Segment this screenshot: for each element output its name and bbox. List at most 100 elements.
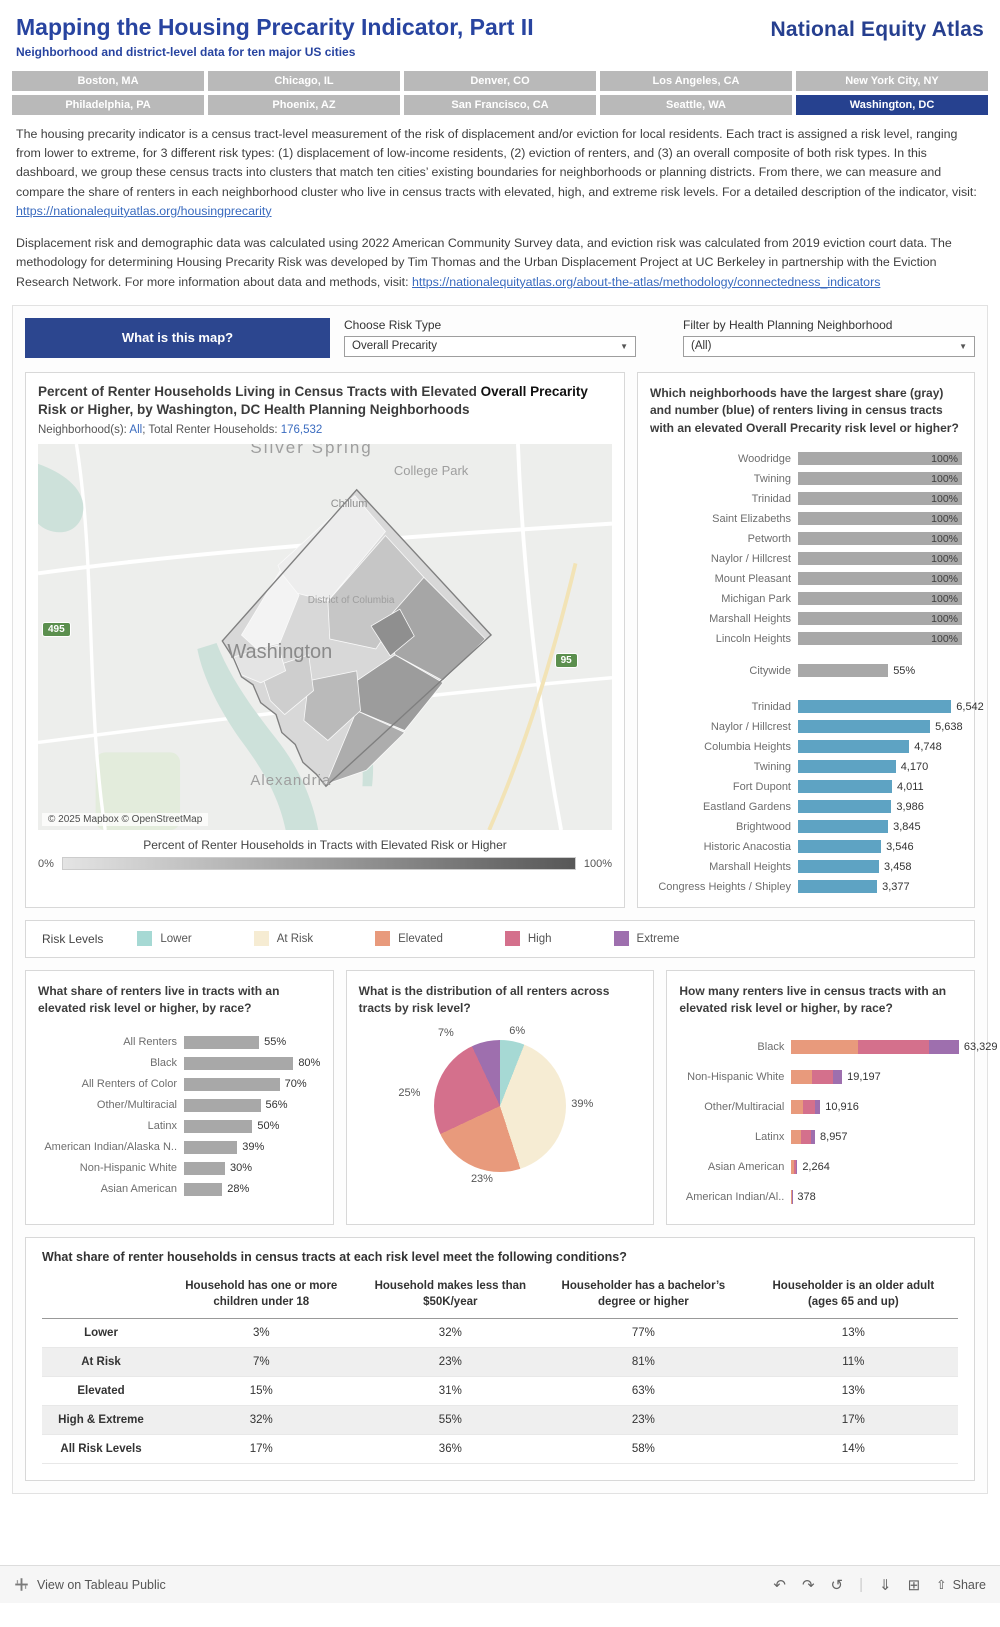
city-tab[interactable]: Phoenix, AZ — [208, 95, 400, 115]
map-place-label: College Park — [393, 463, 469, 479]
neighborhood-count-bar[interactable]: Fort Dupont 4,011 — [732, 780, 924, 794]
empty-header — [42, 1273, 160, 1319]
neighborhood-share-bar[interactable]: Michigan Park 100% — [650, 589, 962, 609]
table-cell: 17% — [841, 1413, 865, 1426]
race-count-bar[interactable]: Latinx 8,957 — [754, 1129, 848, 1144]
risk-type-value: Overall Precarity — [352, 340, 437, 353]
city-tab[interactable]: San Francisco, CA — [404, 95, 596, 115]
race-share-bar[interactable]: All Renters 55% — [123, 1035, 287, 1049]
undo-icon[interactable]: ↶ — [773, 1576, 786, 1594]
housing-precarity-link[interactable]: https://nationalequityatlas.org/housingp… — [16, 203, 272, 218]
race-share-bar[interactable]: Black 80% — [150, 1056, 321, 1070]
reset-icon[interactable]: ↺ — [830, 1576, 844, 1594]
neighborhood-share-bar[interactable]: Naylor / Hillcrest 100% — [650, 549, 962, 569]
pie-chart[interactable] — [433, 1039, 566, 1172]
fullscreen-icon[interactable]: ⊞ — [907, 1576, 921, 1594]
neighborhood-all-value: All — [129, 424, 143, 437]
race-share-bar[interactable]: American Indian/Alaska N.. 39% — [44, 1140, 265, 1154]
race-share-bar[interactable]: Asian American 28% — [100, 1182, 250, 1196]
city-tab[interactable]: Philadelphia, PA — [12, 95, 204, 115]
risk-type-label: Choose Risk Type — [344, 317, 442, 332]
neighborhood-share-bar[interactable]: Trinidad 100% — [650, 489, 962, 509]
risk-type-select[interactable]: Overall Precarity ▼ — [344, 335, 636, 357]
methodology-link[interactable]: https://nationalequityatlas.org/about-th… — [412, 274, 881, 289]
neighborhoods-question: Which neighborhoods have the largest sha… — [650, 385, 959, 435]
city-tab[interactable]: Denver, CO — [404, 71, 596, 91]
table-row: High & Extreme 32% 55% 23% 17% — [42, 1405, 958, 1435]
race-share-bar[interactable]: Other/Multiracial 56% — [96, 1098, 288, 1112]
race-count-bar[interactable]: Black 63,329 — [757, 1039, 998, 1054]
risk-level-item[interactable]: Elevated — [375, 931, 443, 947]
risk-swatch — [613, 931, 629, 947]
risk-swatch — [375, 931, 391, 947]
table-row: At Risk 7% 23% 81% 11% — [42, 1347, 958, 1377]
neighborhood-share-bar[interactable]: Lincoln Heights 100% — [650, 629, 962, 649]
redo-icon[interactable]: ↷ — [801, 1576, 815, 1594]
share-icon: ⇧ — [936, 1578, 947, 1592]
race-share-chart-card: What share of renters live in tracts wit… — [25, 969, 334, 1225]
neighborhood-filter-control: Filter by Health Planning Neighborhood (… — [683, 318, 975, 357]
neighborhood-count-bar[interactable]: Eastland Gardens 3,986 — [702, 800, 924, 814]
toolbar-separator: | — [859, 1576, 863, 1593]
neighborhood-count-bar[interactable]: Columbia Heights 4,748 — [704, 740, 942, 754]
neighborhood-share-bar[interactable]: Petworth 100% — [650, 529, 962, 549]
neighborhood-count-bar[interactable]: Brightwood 3,845 — [735, 820, 921, 834]
download-icon[interactable]: ⇓ — [879, 1576, 892, 1594]
city-tab[interactable]: Chicago, IL — [208, 71, 400, 91]
neighborhood-count-bar[interactable]: Trinidad 6,542 — [751, 700, 984, 714]
race-count-bar[interactable]: American Indian/Al.. 378 — [685, 1189, 816, 1204]
risk-level-item[interactable]: At Risk — [253, 931, 313, 947]
neighborhood-count-bar[interactable]: Marshall Heights 3,458 — [709, 860, 912, 874]
neighborhood-count-bar[interactable]: Congress Heights / Shipley 3,377 — [658, 880, 910, 894]
neighborhood-count-bar[interactable]: Historic Anacostia 3,546 — [703, 840, 914, 854]
table-cell: 55% — [438, 1413, 462, 1426]
race-share-bar[interactable]: All Renters of Color 70% — [81, 1077, 307, 1091]
neighborhood-share-bar[interactable]: Saint Elizabeths 100% — [650, 509, 962, 529]
neighborhood-share-bar[interactable]: Woodridge 100% — [650, 449, 962, 469]
neighborhood-share-bar[interactable]: Mount Pleasant 100% — [650, 569, 962, 589]
race-count-bar[interactable]: Non-Hispanic White 19,197 — [687, 1069, 881, 1084]
col-header: Householder is an older adult (ages 65 a… — [748, 1273, 958, 1319]
what-is-this-map-button[interactable]: What is this map? — [25, 317, 330, 358]
city-tab[interactable]: Boston, MA — [12, 71, 204, 91]
map-place-label: District of Columbia — [307, 594, 395, 606]
neighborhood-share-bar[interactable]: Citywide 55% — [749, 664, 916, 678]
share-button[interactable]: ⇧ Share — [936, 1577, 986, 1593]
highway-shield-95: 95 — [554, 652, 578, 668]
risk-level-item[interactable]: Lower — [137, 931, 192, 947]
table-cell: 11% — [842, 1355, 865, 1368]
col-header: Household makes less than $50K/year — [362, 1273, 539, 1319]
table-cell: 3% — [252, 1326, 270, 1339]
conditions-table-card: What share of renter households in censu… — [25, 1236, 975, 1481]
row-label: Elevated — [77, 1384, 125, 1397]
city-tab[interactable]: Seattle, WA — [600, 95, 792, 115]
city-tab[interactable]: Los Angeles, CA — [600, 71, 792, 91]
race-count-bar[interactable]: Other/Multiracial 10,916 — [704, 1099, 859, 1114]
choropleth-map[interactable]: Silver Spring College Park Chillum Distr… — [38, 444, 612, 831]
neighborhood-filter-select[interactable]: (All) ▼ — [683, 335, 975, 357]
map-canvas — [38, 444, 612, 831]
table-cell: 32% — [249, 1413, 273, 1426]
page-subtitle: Neighborhood and district-level data for… — [16, 45, 356, 59]
neighborhood-filter-value: (All) — [691, 340, 712, 353]
table-cell: 15% — [249, 1384, 273, 1397]
neighborhood-share-bar[interactable]: Twining 100% — [650, 469, 962, 489]
race-share-bar[interactable]: Latinx 50% — [147, 1119, 280, 1133]
col-header: Householder has a bachelor’s degree or h… — [538, 1273, 749, 1319]
neighborhood-share-bar[interactable]: Marshall Heights 100% — [650, 609, 962, 629]
neighborhood-share-chart: Woodridge 100% Twining 100% Trinidad 100… — [650, 449, 962, 681]
risk-level-item[interactable]: Extreme — [613, 931, 679, 947]
city-tab[interactable]: New York City, NY — [796, 71, 988, 91]
race-share-question: What share of renters live in tracts wit… — [38, 983, 280, 1016]
chevron-down-icon: ▼ — [959, 341, 967, 351]
risk-level-item[interactable]: High — [504, 931, 552, 947]
neighborhood-count-bar[interactable]: Naylor / Hillcrest 5,638 — [710, 720, 963, 734]
table-cell: 81% — [631, 1355, 655, 1368]
neighborhood-count-bar[interactable]: Twining 4,170 — [753, 760, 929, 774]
view-on-tableau-link[interactable]: View on Tableau Public — [14, 1577, 166, 1592]
map-place-label: Silver Spring — [250, 444, 373, 458]
pie-slice-label: 23% — [470, 1173, 493, 1186]
race-share-bar[interactable]: Non-Hispanic White 30% — [79, 1161, 253, 1175]
city-tab[interactable]: Washington, DC — [796, 95, 988, 115]
race-count-bar[interactable]: Asian American 2,264 — [707, 1159, 830, 1174]
